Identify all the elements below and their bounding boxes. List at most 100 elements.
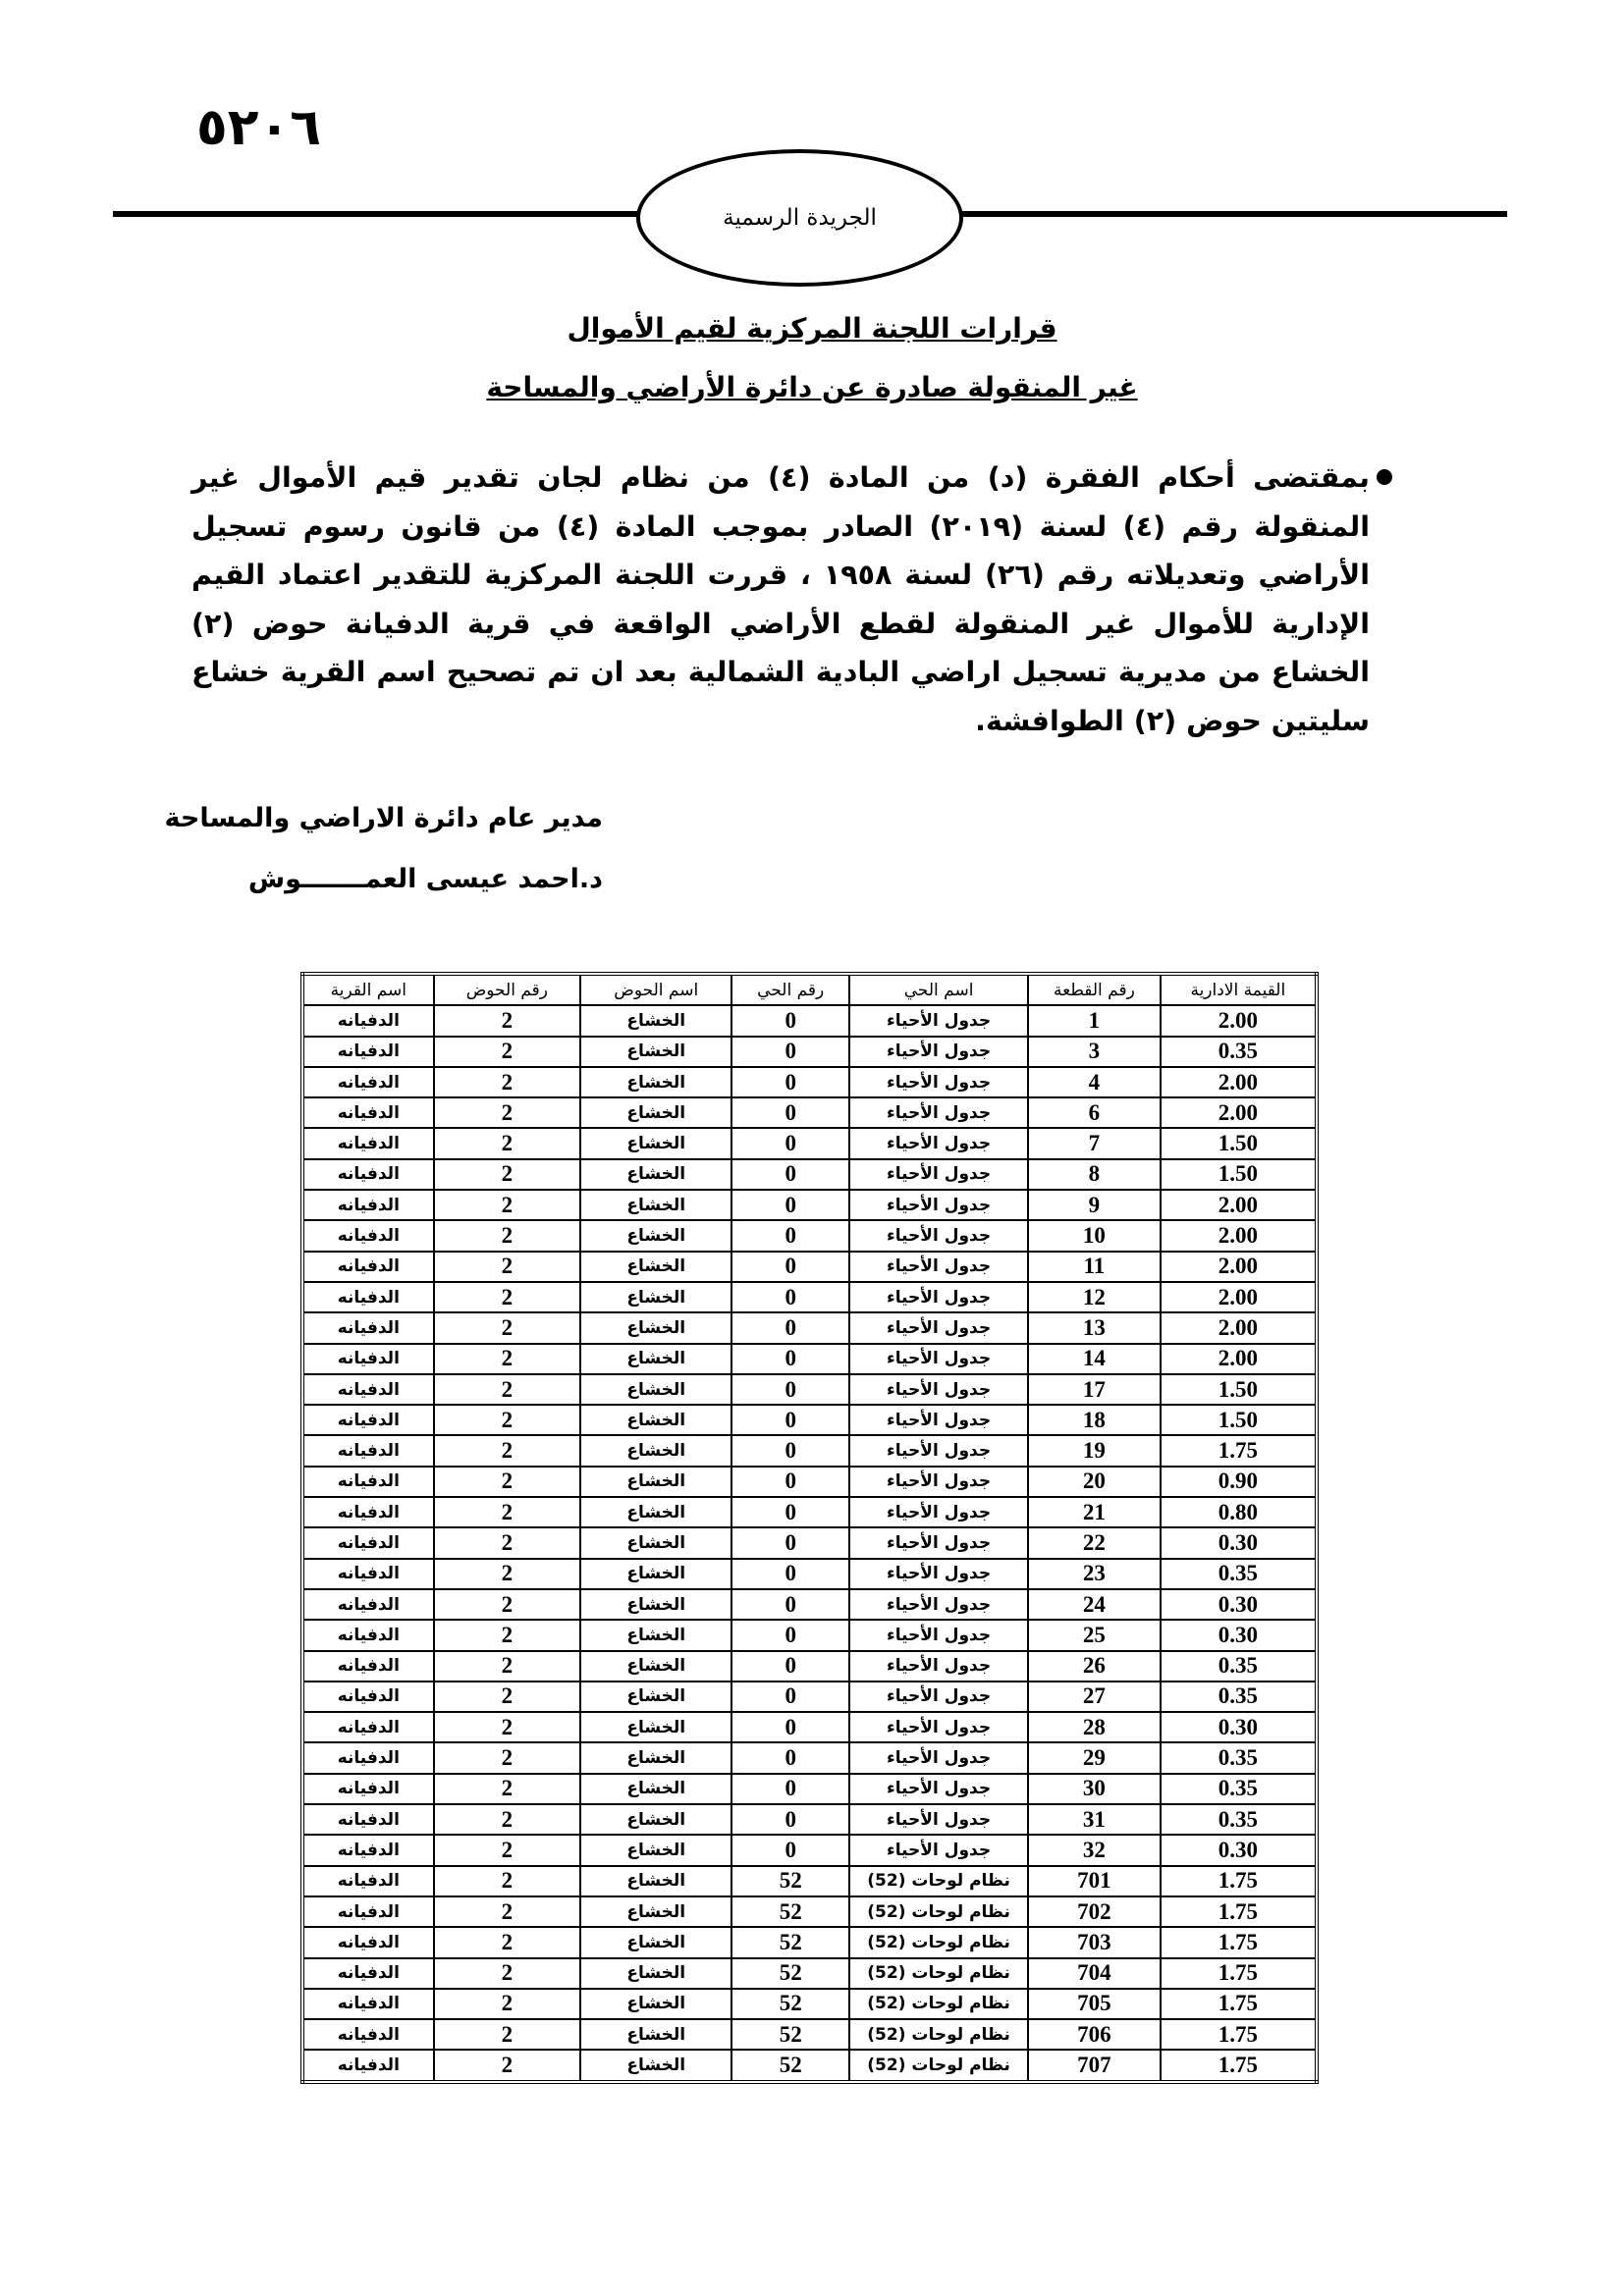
table-cell: 2	[432, 2049, 582, 2083]
table-cell: جدول الأحياء	[847, 1342, 1030, 1375]
table-cell: 28	[1027, 1711, 1162, 1744]
signature-title: مدير عام دائرة الاراضي والمساحة	[164, 803, 604, 833]
table-cell: جدول الأحياء	[847, 1404, 1030, 1437]
table-cell: 1.50	[1159, 1404, 1319, 1437]
table-cell: 2.00	[1159, 1250, 1319, 1283]
table-cell: 2	[432, 1526, 582, 1560]
table-cell: 1.50	[1159, 1372, 1319, 1407]
table-cell: 2	[432, 1956, 582, 1990]
table-cell: الدفيانه	[301, 2049, 435, 2083]
table-cell: الدفيانه	[301, 1956, 435, 1990]
table-cell: الخشاع	[579, 1342, 733, 1375]
table-cell: 0.80	[1159, 1496, 1319, 1529]
table-cell: 2	[432, 1250, 582, 1283]
table-cell: جدول الأحياء	[847, 1434, 1030, 1468]
publication-badge: الجريدة الرسمية	[636, 149, 963, 287]
table-row: 0.30 22 جدول الأحياء 0 الخشاع 2 الدفيانه	[301, 1526, 1319, 1560]
table-cell: 0	[731, 1065, 850, 1099]
table-cell: 0	[731, 1127, 850, 1160]
table-cell: 0.35	[1159, 1680, 1319, 1714]
table-cell: الخشاع	[579, 1711, 733, 1744]
table-cell: 705	[1027, 1987, 1162, 2021]
table-cell: 9	[1027, 1189, 1162, 1222]
table-cell: الخشاع	[579, 1127, 733, 1160]
table-cell: 2	[432, 1280, 582, 1314]
table-cell: 0.35	[1159, 1741, 1319, 1775]
table-cell: 19	[1027, 1434, 1162, 1468]
table-cell: جدول الأحياء	[847, 1372, 1030, 1407]
table-cell: 2	[432, 1189, 582, 1222]
table-cell: الدفيانه	[301, 1342, 435, 1375]
table-row: 2.00 10 جدول الأحياء 0 الخشاع 2 الدفيانه	[301, 1219, 1319, 1253]
table-cell: 0.35	[1159, 1035, 1319, 1068]
table-cell: الدفيانه	[301, 1157, 435, 1192]
table-cell: 32	[1027, 1834, 1162, 1867]
column-header: اسم الحي	[847, 972, 1030, 1007]
table-cell: 22	[1027, 1526, 1162, 1560]
column-header: رقم الحي	[731, 972, 850, 1007]
table-cell: الدفيانه	[301, 1189, 435, 1222]
table-row: 2.00 14 جدول الأحياء 0 الخشاع 2 الدفيانه	[301, 1342, 1319, 1375]
table-cell: 1.75	[1159, 1895, 1319, 1929]
column-header: القيمة الادارية	[1159, 972, 1319, 1007]
table-cell: الدفيانه	[301, 1065, 435, 1099]
table-cell: 2	[432, 1127, 582, 1160]
table-cell: جدول الأحياء	[847, 1834, 1030, 1867]
table-cell: 0.30	[1159, 1526, 1319, 1560]
table-cell: 0	[731, 1834, 850, 1867]
table-cell: الخشاع	[579, 1926, 733, 1959]
table-cell: 2	[432, 1587, 582, 1622]
table-cell: 52	[731, 2049, 850, 2083]
table-cell: 0	[731, 1035, 850, 1068]
land-values-table: القيمة الادارية رقم القطعة اسم الحي رقم الح…	[300, 972, 1319, 2084]
table-row: 1.75 702 نظام لوحات (52) 52 الخشاع 2 الدفيانه	[301, 1895, 1319, 1929]
table-cell: 52	[731, 1987, 850, 2021]
table-cell: الخشاع	[579, 1096, 733, 1130]
table-cell: 2.00	[1159, 1219, 1319, 1253]
table-cell: 2.00	[1159, 1004, 1319, 1038]
table-cell: الدفيانه	[301, 1772, 435, 1806]
table-cell: جدول الأحياء	[847, 1157, 1030, 1192]
table-cell: 2	[432, 1619, 582, 1652]
table-cell: 0	[731, 1219, 850, 1253]
table-cell: 1.75	[1159, 1926, 1319, 1959]
title-line-2: غير المنقولة صادرة عن دائرة الأراضي والم…	[486, 371, 1138, 403]
table-cell: 31	[1027, 1803, 1162, 1837]
table-cell: جدول الأحياء	[847, 1526, 1030, 1560]
table-cell: 0	[731, 1157, 850, 1192]
table-cell: 2	[432, 1987, 582, 2021]
table-cell: الخشاع	[579, 1311, 733, 1345]
table-cell: الخشاع	[579, 1649, 733, 1682]
table-row: 1.50 8 جدول الأحياء 0 الخشاع 2 الدفيانه	[301, 1157, 1319, 1192]
table-cell: 2	[432, 1404, 582, 1437]
table-cell: جدول الأحياء	[847, 1772, 1030, 1806]
table-cell: جدول الأحياء	[847, 1035, 1030, 1068]
table-cell: 0.30	[1159, 1587, 1319, 1622]
table-cell: جدول الأحياء	[847, 1465, 1030, 1499]
table-cell: 2	[432, 1557, 582, 1590]
table-cell: 2	[432, 2018, 582, 2052]
table-cell: الدفيانه	[301, 1895, 435, 1929]
table-cell: 0.35	[1159, 1557, 1319, 1590]
table-cell: 21	[1027, 1496, 1162, 1529]
table-cell: جدول الأحياء	[847, 1280, 1030, 1314]
table-cell: 1.75	[1159, 1987, 1319, 2021]
title-line-1: قرارات اللجنة المركزية لقيم الأموال	[567, 312, 1057, 345]
table-cell: 52	[731, 2018, 850, 2052]
table-row: 1.50 17 جدول الأحياء 0 الخشاع 2 الدفيانه	[301, 1372, 1319, 1407]
table-cell: الخشاع	[579, 1834, 733, 1867]
table-cell: الخشاع	[579, 1372, 733, 1407]
table-cell: الخشاع	[579, 1864, 733, 1897]
table-cell: 17	[1027, 1372, 1162, 1407]
table-cell: 14	[1027, 1342, 1162, 1375]
publication-name: الجريدة الرسمية	[723, 205, 877, 231]
table-cell: الخشاع	[579, 1434, 733, 1468]
table-row: 1.75 707 نظام لوحات (52) 52 الخشاع 2 الدفيانه	[301, 2049, 1319, 2083]
table-cell: الدفيانه	[301, 1711, 435, 1744]
table-cell: 0	[731, 1496, 850, 1529]
table-cell: جدول الأحياء	[847, 1096, 1030, 1130]
table-cell: 2	[432, 1096, 582, 1130]
table-cell: 1.75	[1159, 1956, 1319, 1990]
table-cell: جدول الأحياء	[847, 1649, 1030, 1682]
table-cell: 52	[731, 1926, 850, 1959]
